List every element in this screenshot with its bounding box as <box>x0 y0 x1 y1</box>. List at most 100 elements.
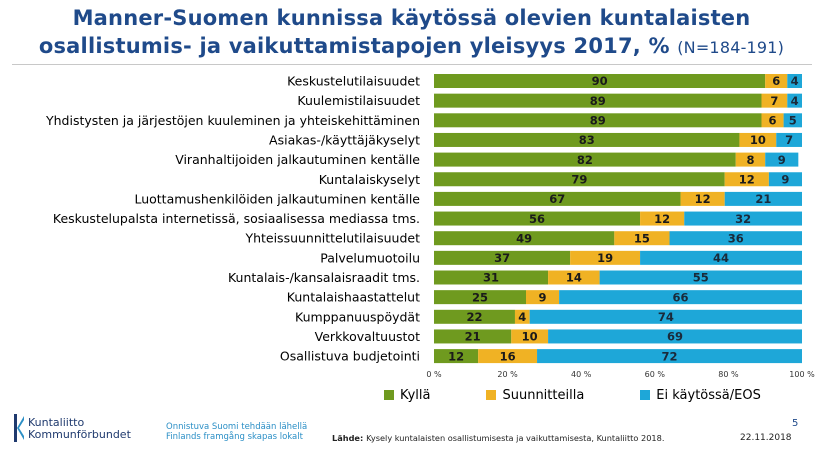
bar-segment-ei <box>529 309 802 324</box>
data-label-kylla: 21 <box>465 330 481 344</box>
bar-segment-suunnitteilla <box>548 270 600 285</box>
data-label-ei: 5 <box>789 114 797 128</box>
data-label-ei: 21 <box>755 192 771 206</box>
title-line-2-text: osallistumis- ja vaikuttamistapojen ylei… <box>38 34 670 58</box>
data-label-suunnitteilla: 19 <box>597 251 613 265</box>
bar-segment-kylla <box>434 309 515 324</box>
logo-line-1: Kuntaliitto <box>28 416 85 429</box>
legend-item-ei: Ei käytössä/EOS <box>640 388 761 403</box>
bar-segment-kylla <box>434 329 512 344</box>
legend-swatch-ei <box>640 390 651 400</box>
data-label-kylla: 12 <box>448 349 464 363</box>
bar-segment-kylla <box>434 231 615 246</box>
bar-segment-ei <box>765 152 799 167</box>
bar-segment-ei <box>640 250 802 265</box>
legend-label-suunnitteilla: Suunnitteilla <box>502 387 585 403</box>
bar-segment-ei <box>559 290 802 305</box>
bar-segment-ei <box>724 191 802 206</box>
bar-segment-suunnitteilla <box>761 113 784 128</box>
divider-line <box>12 64 812 65</box>
bar-segment-suunnitteilla <box>640 211 685 226</box>
data-label-kylla: 89 <box>590 114 606 128</box>
legend-label-ei: Ei käytössä/EOS <box>656 387 761 403</box>
data-label-suunnitteilla: 8 <box>746 153 754 167</box>
category-label: Kuulemistilaisuudet <box>297 93 420 108</box>
data-label-suunnitteilla: 10 <box>750 133 766 147</box>
bar-segment-kylla <box>434 113 762 128</box>
data-label-kylla: 56 <box>529 212 545 226</box>
data-label-ei: 36 <box>728 231 744 245</box>
x-tick-label: 60 % <box>645 370 666 379</box>
legend-swatch-kylla <box>384 390 394 400</box>
category-label: Keskustelupalsta internetissä, sosiaalis… <box>53 211 420 226</box>
data-label-suunnitteilla: 6 <box>769 114 777 128</box>
category-label: Yhteissuunnittelutilaisuudet <box>244 231 420 246</box>
bar-segment-ei <box>787 74 802 88</box>
bar-segment-suunnitteilla <box>735 152 766 167</box>
bar-segment-kylla <box>434 172 725 187</box>
bar-segment-kylla <box>434 152 736 167</box>
data-label-kylla: 25 <box>472 290 488 304</box>
bar-segment-suunnitteilla <box>680 191 725 206</box>
x-tick-label: 40 % <box>571 370 592 379</box>
title-line-2: osallistumis- ja vaikuttamistapojen ylei… <box>0 32 823 62</box>
logo-text: Kuntaliitto Kommunförbundet <box>28 417 131 441</box>
source-text: Kysely kuntalaisten osallistumisesta ja … <box>366 433 665 443</box>
bar-segment-suunnitteilla <box>478 349 538 364</box>
bar-segment-ei <box>768 172 802 187</box>
slogan-line-1: Onnistuva Suomi tehdään lähellä <box>166 422 308 432</box>
x-tick-label: 80 % <box>718 370 739 379</box>
bar-segment-kylla <box>434 270 549 285</box>
bar-segment-suunnitteilla <box>614 231 670 246</box>
bar-segment-ei <box>599 270 802 285</box>
bar-segment-ei <box>776 132 802 147</box>
bar-segment-kylla <box>434 93 762 108</box>
data-label-ei: 9 <box>778 153 786 167</box>
category-label: Viranhaltijoiden jalkautuminen kentälle <box>175 152 420 167</box>
category-label: Palvelumuotoilu <box>320 250 420 265</box>
logo-line-2: Kommunförbundet <box>28 428 131 441</box>
source-note: Lähde: Kysely kuntalaisten osallistumise… <box>332 433 664 443</box>
bar-segment-suunnitteilla <box>724 172 769 187</box>
chart-title: Manner-Suomen kunnissa käytössä olevien … <box>0 4 823 62</box>
category-label: Keskustelutilaisuudet <box>287 74 420 89</box>
data-label-suunnitteilla: 12 <box>695 192 711 206</box>
legend-item-suunnitteilla: Suunnitteilla <box>486 388 584 403</box>
slogan: Onnistuva Suomi tehdään lähellä Finlands… <box>166 422 307 442</box>
bar-segment-kylla <box>434 290 526 305</box>
data-label-kylla: 67 <box>549 192 565 206</box>
footer: Kuntaliitto Kommunförbundet Onnistuva Su… <box>0 404 823 455</box>
source-label: Lähde: <box>332 433 364 443</box>
data-label-suunnitteilla: 10 <box>522 330 538 344</box>
data-label-ei: 69 <box>667 330 683 344</box>
category-label: Kuntalaiskyselyt <box>319 172 420 187</box>
bar-segment-ei <box>787 93 802 108</box>
bar-segment-suunnitteilla <box>511 329 549 344</box>
category-label: Verkkovaltuustot <box>315 329 420 344</box>
data-label-ei: 4 <box>791 74 799 88</box>
bar-segment-kylla <box>434 250 571 265</box>
data-label-ei: 72 <box>662 349 678 363</box>
data-label-ei: 66 <box>673 290 689 304</box>
title-line-1: Manner-Suomen kunnissa käytössä olevien … <box>72 6 751 30</box>
category-label: Yhdistysten ja järjestöjen kuuleminen ja… <box>45 113 420 128</box>
legend-swatch-suunnitteilla <box>486 390 497 400</box>
data-label-suunnitteilla: 12 <box>654 212 670 226</box>
data-label-kylla: 90 <box>592 74 608 88</box>
data-label-ei: 7 <box>785 133 793 147</box>
data-label-suunnitteilla: 6 <box>772 74 780 88</box>
bar-segment-suunnitteilla <box>570 250 641 265</box>
legend-label-kylla: Kyllä <box>400 387 431 403</box>
data-label-ei: 74 <box>658 310 674 324</box>
category-label: Kumppanuuspöydät <box>295 309 420 324</box>
bar-segment-suunnitteilla <box>765 74 788 88</box>
data-label-suunnitteilla: 14 <box>566 271 582 285</box>
x-tick-label: 0 % <box>426 370 442 379</box>
bar-segment-suunnitteilla <box>739 132 777 147</box>
data-label-suunnitteilla: 15 <box>634 231 650 245</box>
stacked-bar-chart: Keskustelutilaisuudet 90 6 4Kuulemistilaisu… <box>45 74 815 379</box>
date: 22.11.2018 <box>740 433 792 443</box>
category-label: Kuntalaishaastattelut <box>287 290 420 305</box>
data-label-suunnitteilla: 7 <box>770 94 778 108</box>
category-label: Osallistuva budjetointi <box>280 349 420 364</box>
